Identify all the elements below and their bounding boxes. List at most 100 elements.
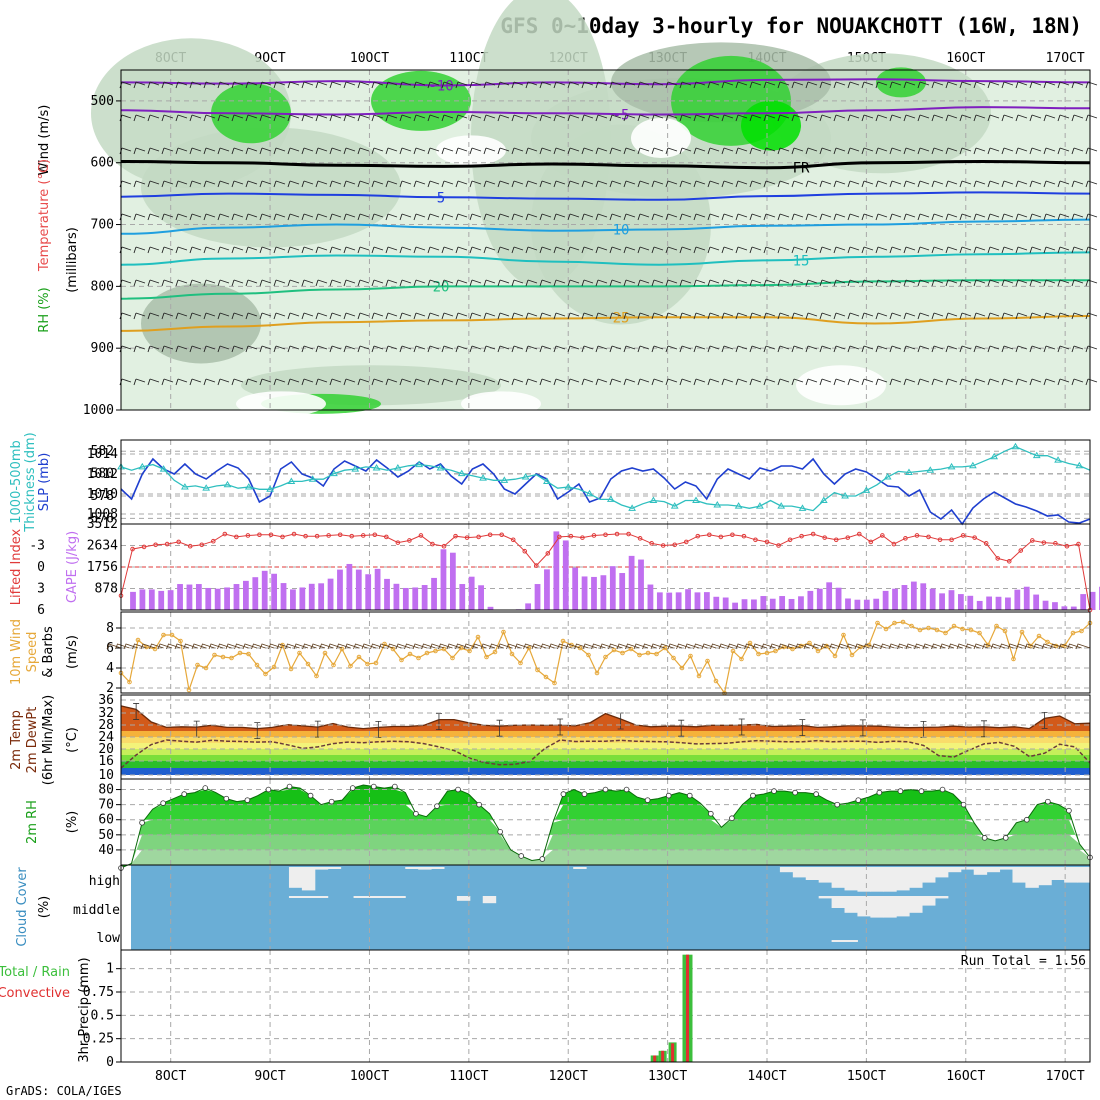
- wind-barb: [637, 378, 650, 386]
- wind-barb: [273, 180, 286, 188]
- wind-barb: [483, 345, 496, 353]
- wind-barb: [511, 81, 524, 89]
- cape-bar: [600, 575, 607, 610]
- wind10m-barb: [854, 643, 870, 650]
- wind10m-barb: [922, 643, 938, 650]
- cape-bar: [722, 597, 729, 610]
- wind-barb: [1043, 378, 1056, 386]
- wind-barb: [959, 246, 972, 254]
- rh2m-point: [581, 791, 588, 797]
- wind-barb: [511, 345, 524, 353]
- rh2m-point: [181, 791, 187, 797]
- wind-barb: [413, 279, 426, 287]
- cape-bar: [976, 600, 983, 610]
- cape-bar: [581, 576, 588, 610]
- panel-label-thickness-2: Thickness (dm): [23, 432, 38, 532]
- wind-barb: [371, 378, 384, 386]
- wind-barb: [161, 279, 174, 287]
- thickness-marker: [244, 483, 253, 490]
- thickness-marker: [543, 477, 551, 484]
- wind10m-barb: [421, 643, 436, 650]
- cloud-cell: [431, 867, 445, 869]
- wind-barb: [735, 213, 748, 221]
- lifted-index-point: [384, 534, 389, 540]
- rh2m-point: [1066, 807, 1072, 814]
- rh2m-point: [265, 786, 272, 793]
- panel-label-wind10m: 10m Wind: [9, 619, 24, 685]
- wind-barb: [203, 312, 216, 320]
- wind-barb: [847, 180, 860, 188]
- wind-barb: [455, 147, 468, 155]
- wind10m-point: [951, 623, 957, 629]
- wind-barb: [1001, 345, 1014, 353]
- wind-barb: [413, 114, 426, 122]
- panel-label-dewpt: 2m DewPt: [25, 707, 40, 774]
- wind-barb: [595, 180, 608, 188]
- wind10m-barb: [302, 643, 317, 650]
- rh2m-band: [121, 849, 1090, 868]
- wind-barb: [189, 345, 202, 353]
- cloud-cell: [379, 896, 393, 898]
- wind10m-barb: [361, 643, 377, 650]
- wind-barb: [343, 81, 356, 89]
- thickness-marker: [521, 472, 530, 480]
- wind-barb: [945, 213, 958, 221]
- wind10m-point: [1002, 628, 1008, 634]
- cape-bar: [760, 596, 767, 610]
- wind-barb: [259, 279, 272, 287]
- lifted-index-point: [545, 551, 551, 556]
- wind10m-point: [679, 665, 685, 671]
- wind-barb: [1043, 180, 1056, 188]
- cape-bar: [920, 583, 927, 610]
- wind-barb: [427, 279, 440, 287]
- temp-color-band: [121, 743, 1090, 749]
- wind-barb: [1071, 114, 1084, 122]
- isotherm-line: [120, 159, 1091, 170]
- cape-bar: [995, 596, 1002, 610]
- wind-barb: [343, 213, 356, 221]
- wind-barb: [301, 81, 314, 89]
- isotherm-label: -5: [613, 108, 630, 124]
- wind-barb: [273, 246, 286, 254]
- cape-bar: [901, 585, 908, 610]
- wind-barb: [371, 213, 384, 221]
- x-tick-label-bottom: 9OCT: [254, 1069, 285, 1084]
- wind-barb: [455, 246, 468, 254]
- wind-barb: [931, 114, 944, 122]
- wind-barb: [1015, 345, 1028, 353]
- slp-thickness-panel: 576 578 580 582 1008 1010 1012 1014 1000-500mb Th…: [9, 432, 1091, 533]
- y-tick-label: 16: [98, 754, 114, 769]
- wind-barb: [567, 246, 580, 254]
- wind-barb: [175, 345, 188, 353]
- wind-barb: [651, 345, 664, 353]
- wind-barb: [217, 81, 230, 89]
- wind10m-barb: [1050, 643, 1065, 650]
- minmax-bar: [133, 703, 140, 720]
- cloud-cell: [947, 867, 962, 873]
- wind-barb: [749, 180, 762, 188]
- wind-barb: [329, 246, 342, 254]
- thickness-marker: [138, 462, 147, 470]
- wind-barb: [665, 147, 678, 155]
- wind-barb: [385, 81, 398, 89]
- wind-barb: [273, 147, 286, 155]
- lifted-index-point: [210, 538, 216, 544]
- cape-bar: [939, 593, 945, 610]
- wind-barb: [973, 378, 986, 386]
- wind-barb: [945, 114, 958, 122]
- wind-barb: [147, 114, 160, 122]
- wind10m-point: [305, 661, 311, 667]
- wind-barb: [903, 279, 916, 287]
- wind-barb: [595, 378, 608, 386]
- wind10m-point: [688, 653, 693, 659]
- lifted-index-point: [1030, 538, 1035, 543]
- wind10m-point: [297, 650, 302, 656]
- thickness-marker: [457, 469, 466, 477]
- wind10m-point: [416, 655, 421, 661]
- cloud-cell: [353, 896, 367, 898]
- wind10m-barb: [157, 643, 173, 650]
- wind10m-point: [475, 634, 481, 640]
- wind-barb: [889, 279, 902, 287]
- x-tick-label-bottom: 13OCT: [648, 1069, 687, 1084]
- wind-barb: [553, 279, 566, 287]
